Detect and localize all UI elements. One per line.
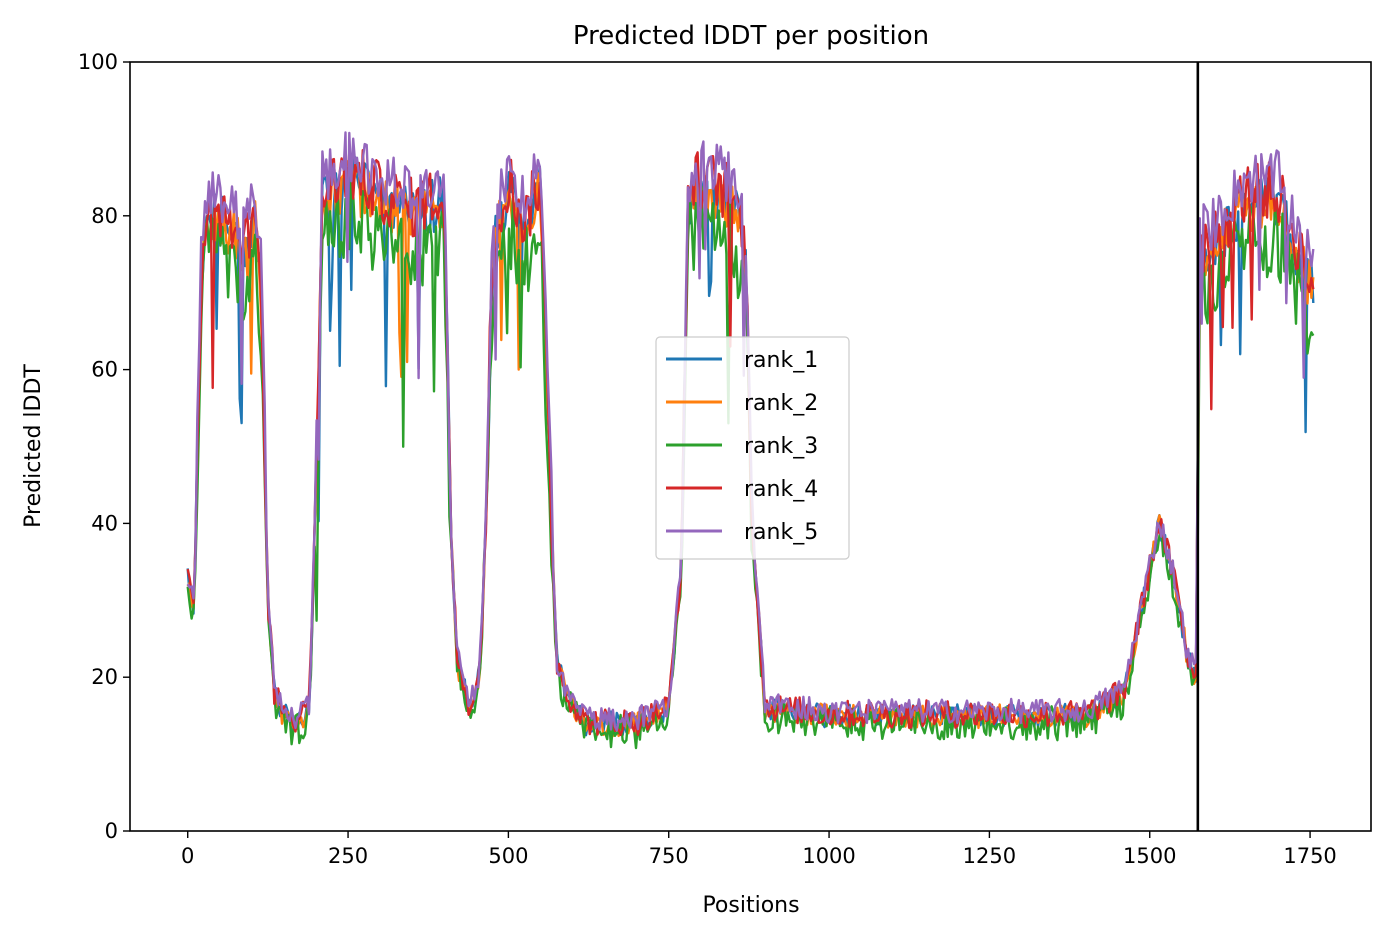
- legend-label-rank_4: rank_4: [744, 477, 818, 502]
- y-tick-label: 20: [91, 665, 118, 689]
- x-tick-label: 250: [328, 844, 368, 868]
- x-axis-ticks: 0 250 500 750 1000 1250 1500 1750: [181, 831, 1337, 868]
- y-axis-label: Predicted lDDT: [21, 364, 46, 528]
- chart-title: Predicted lDDT per position: [573, 21, 929, 51]
- legend-label-rank_1: rank_1: [744, 348, 818, 373]
- x-tick-label: 1250: [963, 844, 1016, 868]
- legend-label-rank_3: rank_3: [744, 434, 818, 459]
- y-tick-label: 80: [91, 204, 118, 228]
- plot-frame: [129, 61, 1372, 832]
- legend: rank_1 rank_2 rank_3 rank_4 rank_5: [655, 336, 850, 560]
- x-tick-label: 750: [649, 844, 689, 868]
- x-axis-label: Positions: [702, 893, 799, 918]
- y-tick-label: 40: [91, 511, 118, 535]
- x-tick-label: 0: [181, 844, 194, 868]
- legend-box: [655, 336, 850, 560]
- legend-items: rank_1 rank_2 rank_3 rank_4 rank_5: [666, 348, 818, 545]
- x-tick-label: 1750: [1283, 844, 1336, 868]
- x-tick-label: 1500: [1123, 844, 1176, 868]
- y-tick-label: 100: [78, 50, 118, 74]
- y-tick-label: 0: [105, 819, 118, 843]
- x-tick-label: 500: [488, 844, 528, 868]
- x-tick-label: 1000: [802, 844, 855, 868]
- y-axis-ticks: 0 20 40 60 80 100: [78, 50, 130, 843]
- legend-label-rank_2: rank_2: [744, 391, 818, 416]
- y-tick-label: 60: [91, 358, 118, 382]
- legend-label-rank_5: rank_5: [744, 520, 818, 545]
